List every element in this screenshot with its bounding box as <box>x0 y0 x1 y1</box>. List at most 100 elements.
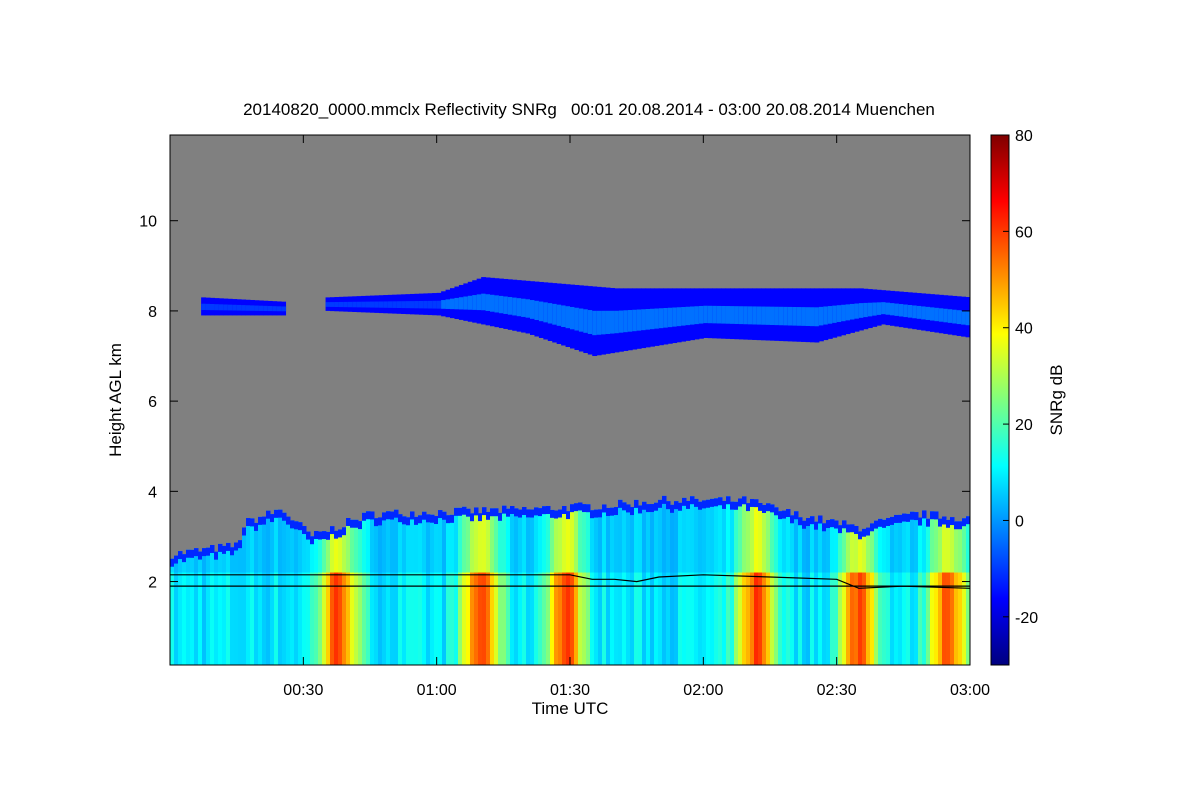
cloud-top-edge <box>222 545 227 554</box>
upper-cloud-core <box>245 305 251 311</box>
reflectivity-column-core <box>946 572 951 665</box>
reflectivity-column-core <box>390 572 395 665</box>
reflectivity-column-core <box>594 572 599 665</box>
cloud-top-edge <box>910 511 915 520</box>
reflectivity-column-core <box>798 572 803 665</box>
reflectivity-column-core <box>554 572 559 665</box>
cloud-top-edge <box>374 518 379 527</box>
upper-cloud-core <box>663 308 669 328</box>
cloud-top-edge <box>530 509 535 518</box>
upper-cloud-core <box>387 301 393 308</box>
upper-cloud-core <box>214 304 220 311</box>
reflectivity-column-core <box>854 572 859 665</box>
upper-cloud-core <box>885 302 891 315</box>
upper-cloud-core <box>734 306 740 324</box>
upper-cloud-core <box>650 308 655 330</box>
upper-cloud-core <box>516 298 522 317</box>
reflectivity-column-core <box>630 572 635 665</box>
cloud-top-edge <box>486 511 491 520</box>
upper-cloud-core <box>685 306 691 326</box>
upper-cloud-core <box>352 301 358 308</box>
reflectivity-column-core <box>742 572 747 665</box>
reflectivity-column-core <box>730 572 735 665</box>
cloud-top-edge <box>710 498 715 507</box>
cloud-top-edge <box>602 504 607 513</box>
cloud-top-edge <box>270 514 275 523</box>
reflectivity-column-core <box>326 572 331 665</box>
reflectivity-column-core <box>262 572 267 665</box>
reflectivity-column-core <box>582 572 587 665</box>
cloud-top-edge <box>742 496 747 505</box>
reflectivity-column-core <box>806 572 811 665</box>
upper-cloud-core <box>961 310 967 325</box>
reflectivity-column-core <box>886 572 891 665</box>
cloud-top-edge <box>494 508 499 517</box>
reflectivity-column-core <box>514 572 519 665</box>
cloud-top-edge <box>366 511 371 520</box>
upper-cloud-core <box>485 294 491 311</box>
reflectivity-column-core <box>410 572 415 665</box>
upper-cloud-core <box>810 307 815 327</box>
reflectivity-column-core <box>962 572 967 665</box>
reflectivity-column-core <box>426 572 431 665</box>
cloud-top-edge <box>962 518 967 527</box>
cloud-top-edge <box>738 498 743 507</box>
cloud-top-edge <box>526 509 531 518</box>
cloud-top-edge <box>502 505 507 514</box>
cloud-top-edge <box>550 509 555 518</box>
cloud-top-edge <box>646 504 651 513</box>
upper-cloud-core <box>512 297 518 316</box>
cloud-top-edge <box>930 511 935 520</box>
reflectivity-column-core <box>182 572 187 665</box>
cloud-top-edge <box>958 521 963 530</box>
reflectivity-column-core <box>318 572 323 665</box>
reflectivity-column-core <box>850 572 855 665</box>
cloud-top-edge <box>610 507 615 516</box>
upper-cloud-core <box>632 309 638 332</box>
cloud-top-edge <box>474 507 479 516</box>
upper-cloud-core <box>601 310 607 335</box>
upper-cloud-core <box>690 306 695 325</box>
reflectivity-column-core <box>270 572 275 665</box>
colorbar-frame <box>990 134 1010 666</box>
cloud-top-edge <box>546 505 551 514</box>
cloud-top-edge <box>622 502 627 511</box>
upper-cloud-core <box>272 306 278 312</box>
cloud-top-edge <box>906 513 911 522</box>
upper-cloud-core <box>463 296 469 310</box>
upper-cloud-core <box>858 303 864 318</box>
reflectivity-column-core <box>562 572 567 665</box>
upper-cloud-core <box>618 310 624 333</box>
cloud-top-edge <box>946 519 951 528</box>
reflectivity-column-core <box>346 572 351 665</box>
reflectivity-column-core <box>350 572 355 665</box>
reflectivity-column-core <box>838 572 843 665</box>
x-tick-label: 02:00 <box>683 682 723 699</box>
cloud-top-edge <box>942 516 947 525</box>
upper-cloud-core <box>592 310 598 336</box>
upper-cloud-core <box>912 305 918 319</box>
upper-cloud-core <box>938 308 944 322</box>
cloud-top-edge <box>346 518 351 527</box>
reflectivity-column-core <box>718 572 723 665</box>
upper-cloud-core <box>458 297 464 310</box>
y-tick-label: 4 <box>148 484 157 501</box>
reflectivity-column-core <box>522 572 527 665</box>
cloud-top-edge <box>314 531 319 540</box>
reflectivity-column-core <box>498 572 503 665</box>
reflectivity-column-core <box>406 572 411 665</box>
reflectivity-column-core <box>570 572 575 665</box>
reflectivity-column-core <box>622 572 627 665</box>
lower-cloud-layer <box>170 495 970 665</box>
x-tick-label: 00:30 <box>283 682 323 699</box>
reflectivity-column-core <box>198 572 203 665</box>
colorbar-tick-label: 20 <box>1015 417 1033 434</box>
upper-cloud-core <box>876 302 882 315</box>
cloud-top-edge <box>898 514 903 523</box>
reflectivity-column-core <box>394 572 399 665</box>
upper-cloud-core <box>530 300 535 319</box>
reflectivity-column-core <box>690 572 695 665</box>
cloud-top-edge <box>838 525 843 534</box>
cloud-top-edge <box>426 514 431 523</box>
reflectivity-column-core <box>706 572 711 665</box>
